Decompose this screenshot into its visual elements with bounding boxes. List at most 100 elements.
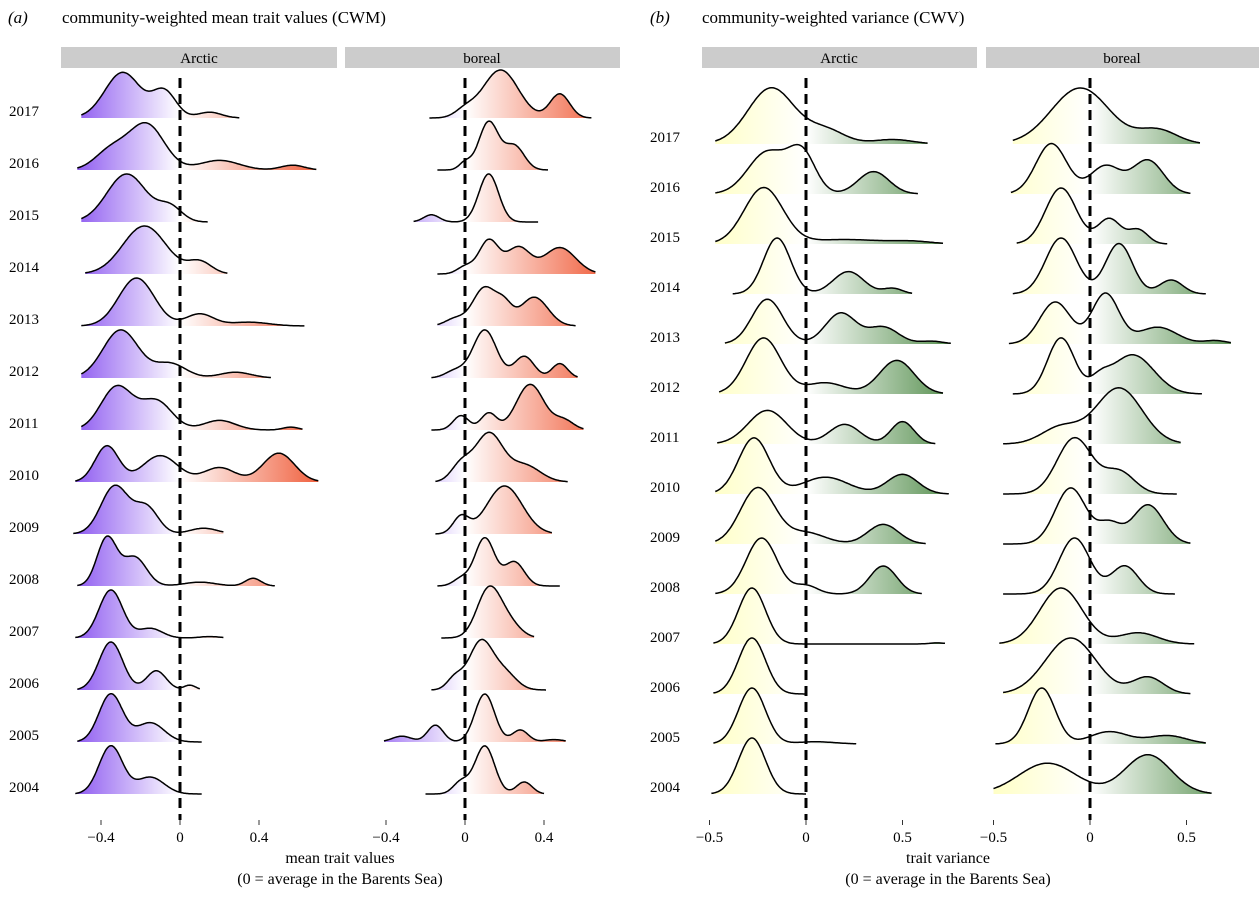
ridge-line-boreal-2008 xyxy=(1003,537,1175,595)
ridge-line-arctic-2007 xyxy=(713,587,946,645)
ridge-line-boreal-2015 xyxy=(413,173,539,223)
ridge-line-boreal-2017 xyxy=(429,69,592,119)
ridge-fill-arctic-2016 xyxy=(77,122,317,170)
ridge-line-arctic-2013 xyxy=(81,277,305,327)
ridge-fill-arctic-2004 xyxy=(75,745,202,794)
ridge-line-arctic-2004 xyxy=(75,744,202,795)
x-axis-note-cwm: (0 = average in the Barents Sea) xyxy=(237,871,442,888)
year-label: 2004 xyxy=(9,780,40,796)
panel-cwv: (b) community-weighted variance (CWV) Ar… xyxy=(650,8,1259,888)
strip-boreal-cwv xyxy=(986,47,1259,68)
year-label: 2011 xyxy=(650,430,679,446)
ridge-fill-boreal-2011 xyxy=(1003,387,1181,444)
strip-label-arctic-cwm: Arctic xyxy=(180,51,218,67)
year-label: 2009 xyxy=(9,520,39,536)
ridge-line-boreal-2015 xyxy=(1016,187,1168,245)
x-tick-label: 0 xyxy=(461,830,469,846)
ridge-fill-arctic-2012 xyxy=(81,329,271,378)
ridge-line-boreal-2004 xyxy=(993,753,1212,794)
ridge-line-arctic-2006 xyxy=(713,637,806,695)
ridge-line-arctic-2008 xyxy=(77,535,275,587)
x-axis-cwm: −0.4 0 0.4 −0.4 0 0.4 xyxy=(87,820,554,846)
panel-a-title: community-weighted mean trait values (CW… xyxy=(62,8,386,27)
ridge-line-boreal-2012 xyxy=(431,329,578,379)
ridge-fill-boreal-2005 xyxy=(384,694,566,742)
ridge-fill-boreal-2016 xyxy=(437,121,548,170)
ridge-fill-arctic-2005 xyxy=(77,693,202,742)
ridge-line-boreal-2009 xyxy=(1003,487,1191,545)
ridge-fill-boreal-2017 xyxy=(1012,88,1200,144)
ridge-line-boreal-2012 xyxy=(1012,337,1202,395)
year-label: 2014 xyxy=(650,280,681,296)
ridge-fill-boreal-2004 xyxy=(425,745,544,794)
panel-b-title: community-weighted variance (CWV) xyxy=(702,8,964,27)
x-tick-label: −0.4 xyxy=(372,830,400,846)
ridge-line-arctic-2016 xyxy=(77,121,317,171)
strip-arctic-cwv xyxy=(702,47,977,68)
ridge-fill-boreal-2007 xyxy=(999,588,1195,644)
year-label: 2004 xyxy=(650,780,681,796)
ridge-line-boreal-2009 xyxy=(435,485,553,535)
ridge-fill-boreal-2004 xyxy=(993,754,1212,794)
ridge-fill-boreal-2011 xyxy=(431,384,584,430)
x-tick-label: −0.5 xyxy=(980,830,1007,846)
ridge-line-arctic-2015 xyxy=(81,173,208,223)
ridge-fill-arctic-2013 xyxy=(81,278,305,326)
ridge-line-arctic-2008 xyxy=(715,537,922,595)
x-tick-label: 0.5 xyxy=(893,830,912,846)
ridge-fill-boreal-2015 xyxy=(413,174,539,222)
x-tick-label: −0.5 xyxy=(696,830,723,846)
year-label: 2014 xyxy=(9,260,40,276)
ridges-arctic-cwm xyxy=(73,71,319,820)
ridge-line-arctic-2010 xyxy=(715,437,949,495)
ridge-fill-arctic-2011 xyxy=(717,410,936,444)
ridge-line-arctic-2009 xyxy=(714,486,926,545)
panel-cwm: (a) community-weighted mean trait values… xyxy=(8,8,620,888)
ridge-fill-arctic-2017 xyxy=(81,72,240,118)
ridge-line-arctic-2009 xyxy=(73,484,224,535)
ridge-fill-arctic-2016 xyxy=(715,144,918,194)
year-label: 2013 xyxy=(9,312,39,328)
ridge-fill-arctic-2014 xyxy=(732,238,913,294)
ridge-fill-boreal-2009 xyxy=(1003,487,1191,544)
year-label: 2007 xyxy=(650,630,681,646)
ridge-fill-arctic-2004 xyxy=(711,738,806,794)
x-tick-label: 0 xyxy=(802,830,810,846)
ridge-fill-boreal-2005 xyxy=(995,688,1206,744)
ridge-line-arctic-2012 xyxy=(718,337,944,394)
strip-boreal-cwm xyxy=(345,47,620,68)
ridge-line-arctic-2015 xyxy=(715,186,944,244)
ridge-line-arctic-2013 xyxy=(724,298,951,345)
x-axis-cwv: −0.5 0 0.5 −0.5 0 0.5 xyxy=(696,820,1196,846)
ridge-line-boreal-2007 xyxy=(441,585,535,639)
ridge-fill-arctic-2011 xyxy=(81,385,303,430)
year-labels-cwm: 2017 2016 2015 2014 2013 2012 2011 2010 2009 2008… xyxy=(9,104,40,796)
ridge-fill-arctic-2015 xyxy=(81,174,208,222)
ridge-line-boreal-2005 xyxy=(383,693,566,742)
ridge-fill-arctic-2017 xyxy=(715,87,928,144)
ridge-line-boreal-2008 xyxy=(437,536,560,587)
ridge-fill-arctic-2014 xyxy=(85,226,228,274)
ridge-fill-arctic-2007 xyxy=(75,590,224,638)
year-label: 2008 xyxy=(650,580,680,596)
ridge-fill-boreal-2009 xyxy=(435,486,552,534)
year-label: 2012 xyxy=(9,364,39,380)
ridge-line-arctic-2004 xyxy=(711,737,806,795)
year-labels-cwv: 2017 2016 2015 2014 2013 2012 2011 2010 2009 2008… xyxy=(650,130,681,796)
panel-a-label: (a) xyxy=(8,8,28,27)
x-tick-label: 0 xyxy=(1086,830,1094,846)
strip-label-boreal-cwv: boreal xyxy=(1103,51,1140,67)
ridge-fill-boreal-2012 xyxy=(1012,337,1202,394)
strip-arctic-cwm xyxy=(61,47,337,68)
ridge-fill-boreal-2013 xyxy=(1008,293,1231,344)
ridge-fill-boreal-2015 xyxy=(1016,188,1168,244)
ridge-fill-arctic-2009 xyxy=(715,487,926,544)
ridge-fill-boreal-2014 xyxy=(1012,238,1206,294)
year-label: 2005 xyxy=(9,728,39,744)
ridge-line-boreal-2005 xyxy=(995,687,1206,745)
year-label: 2013 xyxy=(650,330,680,346)
year-label: 2005 xyxy=(650,730,680,746)
ridge-line-arctic-2016 xyxy=(715,143,918,195)
year-label: 2007 xyxy=(9,624,40,640)
year-label: 2017 xyxy=(9,104,40,120)
